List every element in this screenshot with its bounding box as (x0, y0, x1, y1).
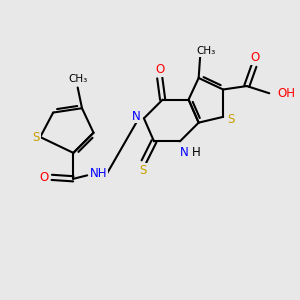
Text: S: S (139, 164, 146, 177)
Text: H: H (191, 146, 200, 159)
Text: O: O (39, 171, 48, 184)
Text: S: S (227, 113, 235, 126)
Text: O: O (251, 51, 260, 64)
Text: OH: OH (277, 87, 295, 100)
Text: S: S (32, 130, 40, 143)
Text: N: N (132, 110, 141, 122)
Text: O: O (155, 63, 164, 76)
Text: NH: NH (90, 167, 107, 179)
Text: N: N (180, 146, 189, 159)
Text: CH₃: CH₃ (197, 46, 216, 56)
Text: CH₃: CH₃ (68, 74, 87, 84)
